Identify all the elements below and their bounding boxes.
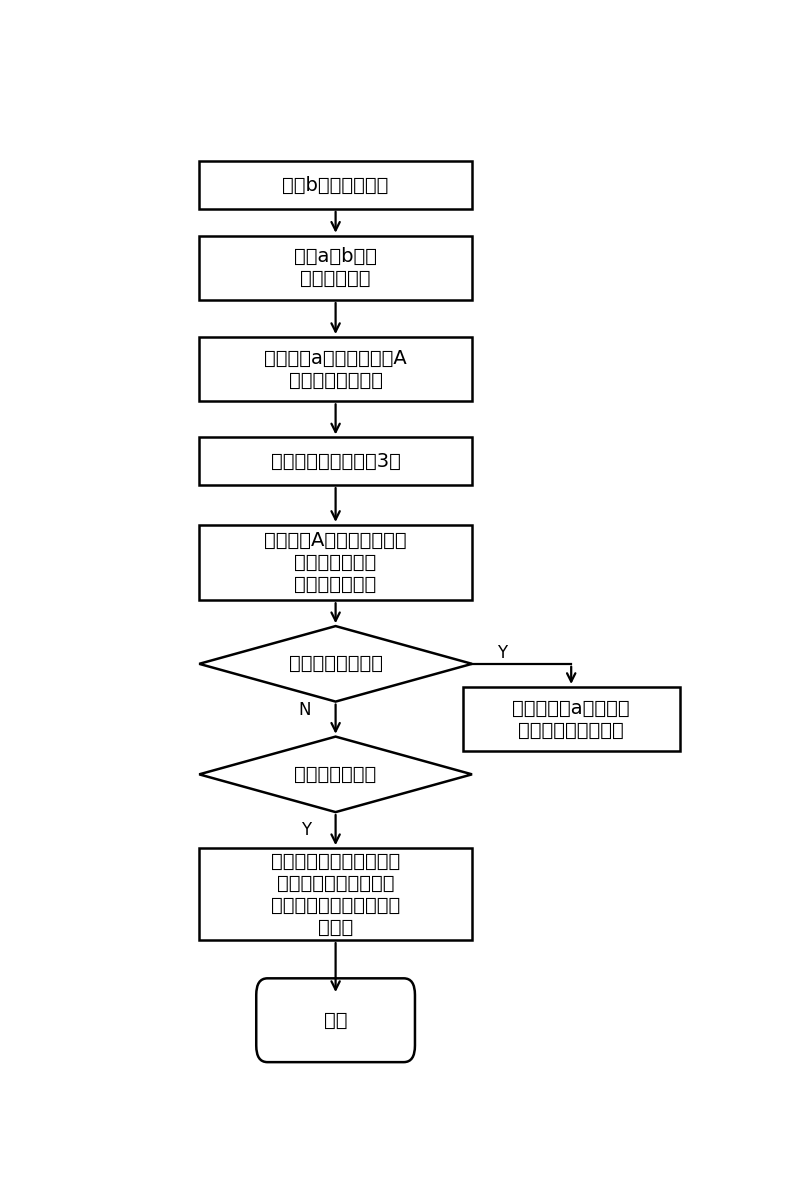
Text: 给路由区A的其它基站发送
请求接管消息，
启动应答定时器: 给路由区A的其它基站发送 请求接管消息， 启动应答定时器 xyxy=(264,531,407,594)
Text: 拆除和基站a建立的隧
道，停止为终端服务: 拆除和基站a建立的隧 道，停止为终端服务 xyxy=(512,698,630,739)
Text: 结束: 结束 xyxy=(324,1011,347,1030)
FancyBboxPatch shape xyxy=(199,525,472,600)
Text: 基站a、b之间
传递隧道心跳: 基站a、b之间 传递隧道心跳 xyxy=(294,248,377,288)
FancyBboxPatch shape xyxy=(462,687,680,751)
FancyBboxPatch shape xyxy=(199,337,472,402)
Polygon shape xyxy=(199,626,472,702)
FancyBboxPatch shape xyxy=(199,236,472,300)
Text: 接收基站a发送的路由区A
下基站列表并记录: 接收基站a发送的路由区A 下基站列表并记录 xyxy=(264,349,407,390)
Text: 收到成功应答？: 收到成功应答？ xyxy=(294,765,377,783)
Text: 基站b新建一条隧道: 基站b新建一条隧道 xyxy=(282,176,389,195)
Text: 应答定时器超时？: 应答定时器超时？ xyxy=(289,654,382,673)
Text: 选择一个接管基站发送隧
道消息，停止定时器，
和选择的接管基站建立隧
道关系: 选择一个接管基站发送隧 道消息，停止定时器， 和选择的接管基站建立隧 道关系 xyxy=(271,852,400,936)
Text: 隧道心跳定时器超时3次: 隧道心跳定时器超时3次 xyxy=(270,452,401,471)
Text: Y: Y xyxy=(497,643,507,661)
Polygon shape xyxy=(199,737,472,812)
Text: Y: Y xyxy=(301,822,310,840)
Text: N: N xyxy=(298,701,310,719)
FancyBboxPatch shape xyxy=(199,848,472,940)
FancyBboxPatch shape xyxy=(199,161,472,209)
FancyBboxPatch shape xyxy=(256,978,415,1062)
FancyBboxPatch shape xyxy=(199,438,472,486)
